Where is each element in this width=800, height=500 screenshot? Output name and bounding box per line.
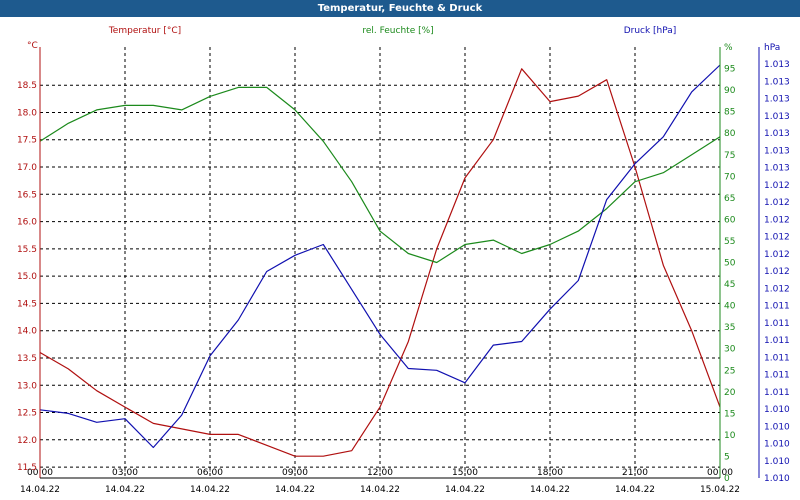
humidity-tick-label: 40 bbox=[724, 302, 736, 312]
x-tick-date: 14.04.22 bbox=[190, 485, 230, 495]
temperature-tick-label: 13.0 bbox=[17, 381, 37, 391]
humidity-tick-label: 65 bbox=[724, 194, 735, 204]
x-tick-time: 03:00 bbox=[112, 468, 138, 478]
pressure-tick-label: 1.010 bbox=[764, 440, 790, 450]
pressure-tick-label: 1.012 bbox=[764, 198, 790, 208]
x-tick-date: 14.04.22 bbox=[530, 485, 570, 495]
humidity-tick-label: 85 bbox=[724, 108, 735, 118]
x-tick-date: 14.04.22 bbox=[445, 485, 485, 495]
x-tick-time: 12:00 bbox=[367, 468, 393, 478]
humidity-tick-label: 50 bbox=[724, 259, 736, 269]
humidity-tick-label: 95 bbox=[724, 65, 735, 75]
humidity-tick-label: 25 bbox=[724, 366, 735, 376]
pressure-tick-label: 1.013 bbox=[764, 95, 790, 105]
temperature-tick-label: 16.0 bbox=[17, 218, 37, 228]
temperature-tick-label: 16.5 bbox=[17, 190, 37, 200]
temperature-line bbox=[39, 68, 721, 457]
pressure-tick-label: 1.013 bbox=[764, 164, 790, 174]
temperature-tick-label: 17.0 bbox=[17, 163, 37, 173]
pressure-tick-label: 1.012 bbox=[764, 284, 790, 294]
x-tick-date: 14.04.22 bbox=[105, 485, 145, 495]
humidity-tick-label: 15 bbox=[724, 409, 735, 419]
humidity-tick-label: 55 bbox=[724, 237, 735, 247]
pressure-tick-label: 1.010 bbox=[764, 457, 790, 467]
pressure-tick-label: hPa bbox=[764, 43, 780, 53]
x-tick-date: 14.04.22 bbox=[615, 485, 655, 495]
temperature-tick-label: 12.0 bbox=[17, 436, 37, 446]
pressure-tick-label: 1.013 bbox=[764, 129, 790, 139]
humidity-tick-label: 80 bbox=[724, 129, 736, 139]
pressure-tick-label: 1.012 bbox=[764, 250, 790, 260]
humidity-tick-label: 90 bbox=[724, 86, 736, 96]
pressure-tick-label: 1.010 bbox=[764, 422, 790, 432]
pressure-tick-label: 1.011 bbox=[764, 388, 790, 398]
window-title: Temperatur, Feuchte & Druck bbox=[0, 0, 800, 17]
humidity-tick-label: 10 bbox=[724, 431, 736, 441]
pressure-tick-label: 1.013 bbox=[764, 112, 790, 122]
humidity-tick-label: 35 bbox=[724, 323, 735, 333]
temperature-tick-label: 14.5 bbox=[17, 299, 37, 309]
x-tick-time: 15:00 bbox=[452, 468, 478, 478]
pressure-tick-label: 1.012 bbox=[764, 233, 790, 243]
x-tick-date: 14.04.22 bbox=[360, 485, 400, 495]
pressure-tick-label: 1.013 bbox=[764, 60, 790, 70]
pressure-tick-label: 1.011 bbox=[764, 353, 790, 363]
pressure-tick-label: 1.012 bbox=[764, 215, 790, 225]
pressure-tick-label: 1.011 bbox=[764, 302, 790, 312]
x-tick-date: 15.04.22 bbox=[700, 485, 740, 495]
temperature-tick-label: 17.5 bbox=[17, 136, 37, 146]
x-tick-time: 09:00 bbox=[282, 468, 308, 478]
unit-label-temperature: °C bbox=[27, 41, 38, 51]
pressure-tick-label: 1.013 bbox=[764, 146, 790, 156]
pressure-tick-label: 1.011 bbox=[764, 371, 790, 381]
pressure-tick-label: 1.010 bbox=[764, 474, 790, 484]
humidity-tick-label: 70 bbox=[724, 172, 736, 182]
humidity-tick-label: 20 bbox=[724, 388, 736, 398]
humidity-line bbox=[39, 86, 721, 264]
x-tick-date: 14.04.22 bbox=[275, 485, 315, 495]
humidity-tick-label: 60 bbox=[724, 215, 736, 225]
temperature-tick-label: 14.0 bbox=[17, 327, 37, 337]
x-tick-time: 21:00 bbox=[622, 468, 648, 478]
legend-temperature: Temperatur [°C] bbox=[108, 26, 181, 36]
series-lines bbox=[39, 64, 721, 457]
legend-humidity: rel. Feuchte [%] bbox=[362, 26, 433, 36]
grid bbox=[40, 47, 720, 478]
pressure-tick-label: 1.012 bbox=[764, 181, 790, 191]
humidity-tick-label: 0 bbox=[724, 474, 730, 484]
weather-chart: 00:0014.04.2203:0014.04.2206:0014.04.220… bbox=[17, 26, 790, 495]
temperature-tick-label: 18.5 bbox=[17, 81, 37, 91]
pressure-tick-label: 1.010 bbox=[764, 405, 790, 415]
x-tick-time: 06:00 bbox=[197, 468, 223, 478]
pressure-line bbox=[39, 64, 721, 449]
humidity-tick-label: 45 bbox=[724, 280, 735, 290]
x-tick-date: 14.04.22 bbox=[20, 485, 60, 495]
pressure-tick-label: 1.011 bbox=[764, 319, 790, 329]
pressure-tick-label: 1.012 bbox=[764, 267, 790, 277]
temperature-tick-label: 18.0 bbox=[17, 108, 37, 118]
humidity-tick-label: % bbox=[724, 43, 733, 53]
humidity-tick-label: 30 bbox=[724, 345, 736, 355]
pressure-tick-label: 1.013 bbox=[764, 77, 790, 87]
temperature-tick-label: 11.5 bbox=[17, 463, 37, 473]
temperature-tick-label: 13.5 bbox=[17, 354, 37, 364]
x-tick-time: 18:00 bbox=[537, 468, 563, 478]
pressure-tick-label: 1.011 bbox=[764, 336, 790, 346]
temperature-tick-label: 15.0 bbox=[17, 272, 37, 282]
temperature-tick-label: 15.5 bbox=[17, 245, 37, 255]
legend-pressure: Druck [hPa] bbox=[624, 26, 677, 36]
humidity-tick-label: 75 bbox=[724, 151, 735, 161]
temperature-tick-label: 12.5 bbox=[17, 409, 37, 419]
axes: 00:0014.04.2203:0014.04.2206:0014.04.220… bbox=[17, 43, 790, 495]
humidity-tick-label: 5 bbox=[724, 452, 730, 462]
